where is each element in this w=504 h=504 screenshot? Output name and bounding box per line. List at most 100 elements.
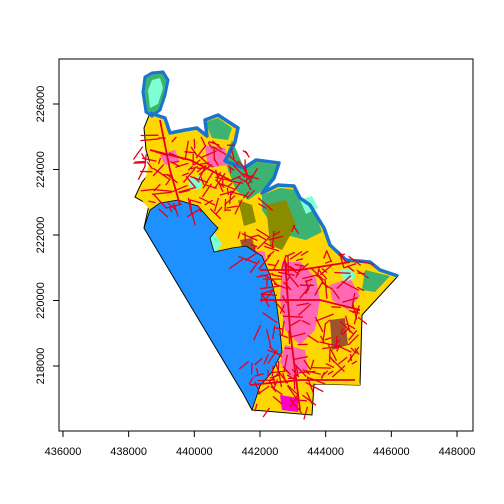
wetland-zone <box>340 268 356 282</box>
road-segment <box>332 289 340 300</box>
road-segment <box>289 398 303 414</box>
road-segment <box>341 328 349 336</box>
road-segment <box>229 180 244 184</box>
road-segment <box>331 306 342 309</box>
road-segment <box>165 178 171 186</box>
road-segment <box>148 200 156 204</box>
road-segment <box>356 286 365 292</box>
road-segment <box>263 354 269 365</box>
road-segment <box>289 393 299 408</box>
road-segment <box>343 262 357 269</box>
road-segment <box>238 255 258 265</box>
road-segment <box>186 208 201 218</box>
road-segment <box>250 243 258 248</box>
road-segment <box>241 232 258 242</box>
road-segment <box>293 355 308 361</box>
road-segment <box>254 357 263 366</box>
road-segment <box>325 363 335 369</box>
road-segment <box>341 281 360 291</box>
road-segment <box>347 346 360 363</box>
road-segment <box>304 287 310 295</box>
road-segment <box>232 164 246 178</box>
road-segment <box>277 361 280 375</box>
road-segment <box>134 160 146 163</box>
road-segment <box>320 371 325 380</box>
road-segment <box>260 294 263 303</box>
road-segment <box>218 182 224 193</box>
road-segment <box>271 325 276 340</box>
road-segment <box>268 235 284 241</box>
road-segment <box>213 197 220 212</box>
road-segment <box>289 250 303 260</box>
road-segment <box>179 189 190 194</box>
road-segment <box>207 142 213 149</box>
road-segment <box>219 190 234 196</box>
road-segment <box>314 280 324 296</box>
arterial-road <box>260 299 361 311</box>
road-segment <box>294 263 305 267</box>
road-segment <box>257 197 274 211</box>
road-segment <box>286 272 300 288</box>
road-segment <box>329 355 335 363</box>
road-segment <box>189 199 202 204</box>
road-segment <box>165 203 182 209</box>
road-segment <box>342 297 359 303</box>
road-segment <box>170 160 180 168</box>
road-segment <box>356 269 369 279</box>
road-segment <box>267 263 277 267</box>
road-segment <box>264 245 280 252</box>
road-segment <box>254 372 264 377</box>
road-segment <box>357 316 368 325</box>
road-segment <box>261 293 277 296</box>
y-tick-label: 224000 <box>35 151 47 188</box>
road-segment <box>197 205 202 213</box>
road-segment <box>267 349 283 356</box>
road-segment <box>226 205 238 209</box>
road-segment <box>254 403 258 412</box>
road-segment <box>258 254 271 270</box>
road-segment <box>336 345 341 352</box>
headland-vegetation <box>148 78 163 108</box>
road-segment <box>339 320 354 335</box>
road-segment <box>275 327 284 330</box>
road-segment <box>238 177 245 182</box>
road-segment <box>215 206 223 215</box>
road-segment <box>285 251 296 257</box>
x-tick-label: 440000 <box>176 446 213 458</box>
road-segment <box>206 163 214 168</box>
y-tick-label: 226000 <box>35 86 47 123</box>
road-segment <box>258 203 267 209</box>
road-segment <box>181 172 190 177</box>
road-segment <box>242 191 250 199</box>
road-segment <box>153 188 172 192</box>
road-segment <box>327 370 334 375</box>
road-segment <box>352 309 359 314</box>
road-segment <box>216 171 222 181</box>
road-segment <box>153 194 167 209</box>
road-segment <box>228 258 244 270</box>
road-segment <box>266 250 275 258</box>
road-segment <box>228 154 240 165</box>
road-segment <box>321 282 334 290</box>
road-segment <box>198 163 213 176</box>
road-segment <box>290 319 301 327</box>
road-segment <box>322 345 341 350</box>
road-segment <box>184 140 190 161</box>
road-segment <box>311 366 331 369</box>
road-segment <box>347 266 355 272</box>
road-segment <box>229 166 232 174</box>
road-segment <box>303 359 312 371</box>
road-segment <box>354 347 360 355</box>
road-segment <box>243 167 253 184</box>
road-segment <box>295 366 300 378</box>
road-segment <box>337 356 348 365</box>
y-tick-label: 218000 <box>35 348 47 385</box>
road-segment <box>262 312 278 324</box>
road-segment <box>260 289 273 295</box>
x-tick-label: 444000 <box>307 446 344 458</box>
road-segment <box>336 275 352 290</box>
road-segment <box>213 158 219 166</box>
road-segment <box>256 228 271 238</box>
road-segment <box>214 179 225 188</box>
residential-zone <box>314 370 360 385</box>
